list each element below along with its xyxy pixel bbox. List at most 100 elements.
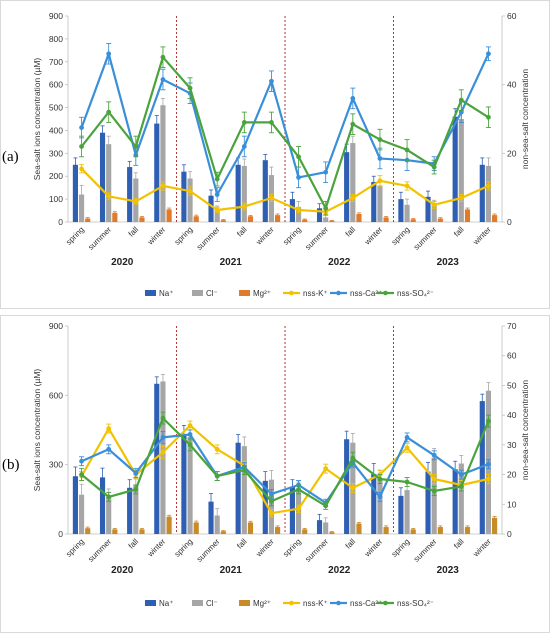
bar <box>235 442 241 534</box>
line-point <box>404 479 410 485</box>
line-point <box>350 121 356 127</box>
line-point <box>486 461 491 467</box>
bar <box>383 217 389 222</box>
bar <box>166 209 172 222</box>
line-point <box>187 85 193 91</box>
year-label: 2020 <box>111 565 134 576</box>
bar <box>127 167 133 222</box>
year-label: 2021 <box>220 565 243 576</box>
bar <box>241 165 247 222</box>
year-label: 2023 <box>437 257 460 268</box>
bar <box>139 529 145 534</box>
year-label: 2022 <box>328 565 351 576</box>
year-label: 2023 <box>437 565 460 576</box>
bar <box>329 220 335 222</box>
y-tick-label: 600 <box>49 390 63 400</box>
series-line <box>80 56 489 210</box>
line-point <box>79 458 84 464</box>
line-point <box>214 207 220 213</box>
line-point <box>377 494 383 500</box>
panel-b-frame <box>0 315 550 633</box>
bar <box>139 217 145 222</box>
bar <box>160 105 166 222</box>
line-point <box>458 195 464 201</box>
y2-tick-label: 20 <box>507 470 517 480</box>
line-point <box>404 183 410 189</box>
bar <box>398 495 404 534</box>
bar <box>127 487 133 534</box>
legend-label: Mg²⁺ <box>253 599 271 608</box>
y-tick-label: 700 <box>49 57 63 67</box>
panel-label: (b) <box>2 457 20 473</box>
y2-tick-label: 10 <box>507 499 517 509</box>
bar <box>220 220 226 222</box>
line-point <box>269 498 274 504</box>
bar <box>72 476 78 534</box>
year-label: 2021 <box>220 257 243 268</box>
legend-swatch <box>145 600 156 606</box>
line-point <box>486 51 491 57</box>
line-point <box>241 204 247 209</box>
line-point <box>106 193 112 199</box>
bar <box>458 119 464 222</box>
line-point <box>79 472 84 477</box>
line-point <box>350 195 356 201</box>
bar <box>404 490 410 534</box>
line-point <box>106 446 112 452</box>
legend-swatch <box>239 290 250 296</box>
bar <box>356 213 362 222</box>
line-point <box>214 192 220 197</box>
bar <box>452 116 458 222</box>
y-tick-label: 300 <box>49 460 63 470</box>
bar <box>356 523 362 534</box>
legend-label: Cl⁻ <box>206 289 218 298</box>
bar <box>133 485 139 534</box>
y-axis-title: Sea-salt ions concentration (µM) <box>32 58 42 181</box>
bar <box>78 194 85 222</box>
line-point <box>106 109 112 115</box>
y-tick-label: 0 <box>58 217 63 227</box>
y-axis-title: Sea-salt ions concentration (µM) <box>32 369 42 492</box>
line-point <box>214 446 220 452</box>
legend-label: Mg²⁺ <box>253 289 271 298</box>
bar <box>431 457 437 534</box>
bar <box>214 515 220 534</box>
year-label: 2022 <box>328 257 351 268</box>
bar <box>425 471 431 534</box>
legend-swatch <box>192 600 203 606</box>
line-point <box>350 455 356 461</box>
line-point <box>187 432 193 437</box>
line-point <box>79 125 84 130</box>
line-point <box>160 54 166 60</box>
y-tick-label: 900 <box>49 11 63 21</box>
bar <box>316 520 323 534</box>
y2-tick-label: 50 <box>507 380 517 390</box>
bar <box>187 436 193 534</box>
bar <box>329 532 335 534</box>
line-point <box>350 485 356 491</box>
y2-tick-label: 30 <box>507 440 517 450</box>
legend-marker <box>383 290 388 296</box>
line-point <box>486 183 491 189</box>
line-point <box>377 137 383 143</box>
y2-axis-title: non-sea-salt concentration <box>520 380 530 480</box>
line-point <box>187 423 193 428</box>
bar <box>275 527 281 534</box>
bar <box>492 517 498 534</box>
bar <box>193 216 199 222</box>
bar <box>241 446 247 534</box>
legend-label: nss-SO₄²⁻ <box>397 599 434 608</box>
bar <box>262 480 268 534</box>
bar <box>193 522 199 534</box>
line-point <box>106 494 112 500</box>
bar <box>208 195 214 222</box>
y2-tick-label: 0 <box>507 529 512 539</box>
line-point <box>431 488 437 494</box>
line-point <box>377 156 383 161</box>
bar <box>464 209 471 222</box>
bar <box>154 123 160 222</box>
bar <box>344 439 350 534</box>
line-point <box>269 120 274 125</box>
line-point <box>241 467 247 473</box>
